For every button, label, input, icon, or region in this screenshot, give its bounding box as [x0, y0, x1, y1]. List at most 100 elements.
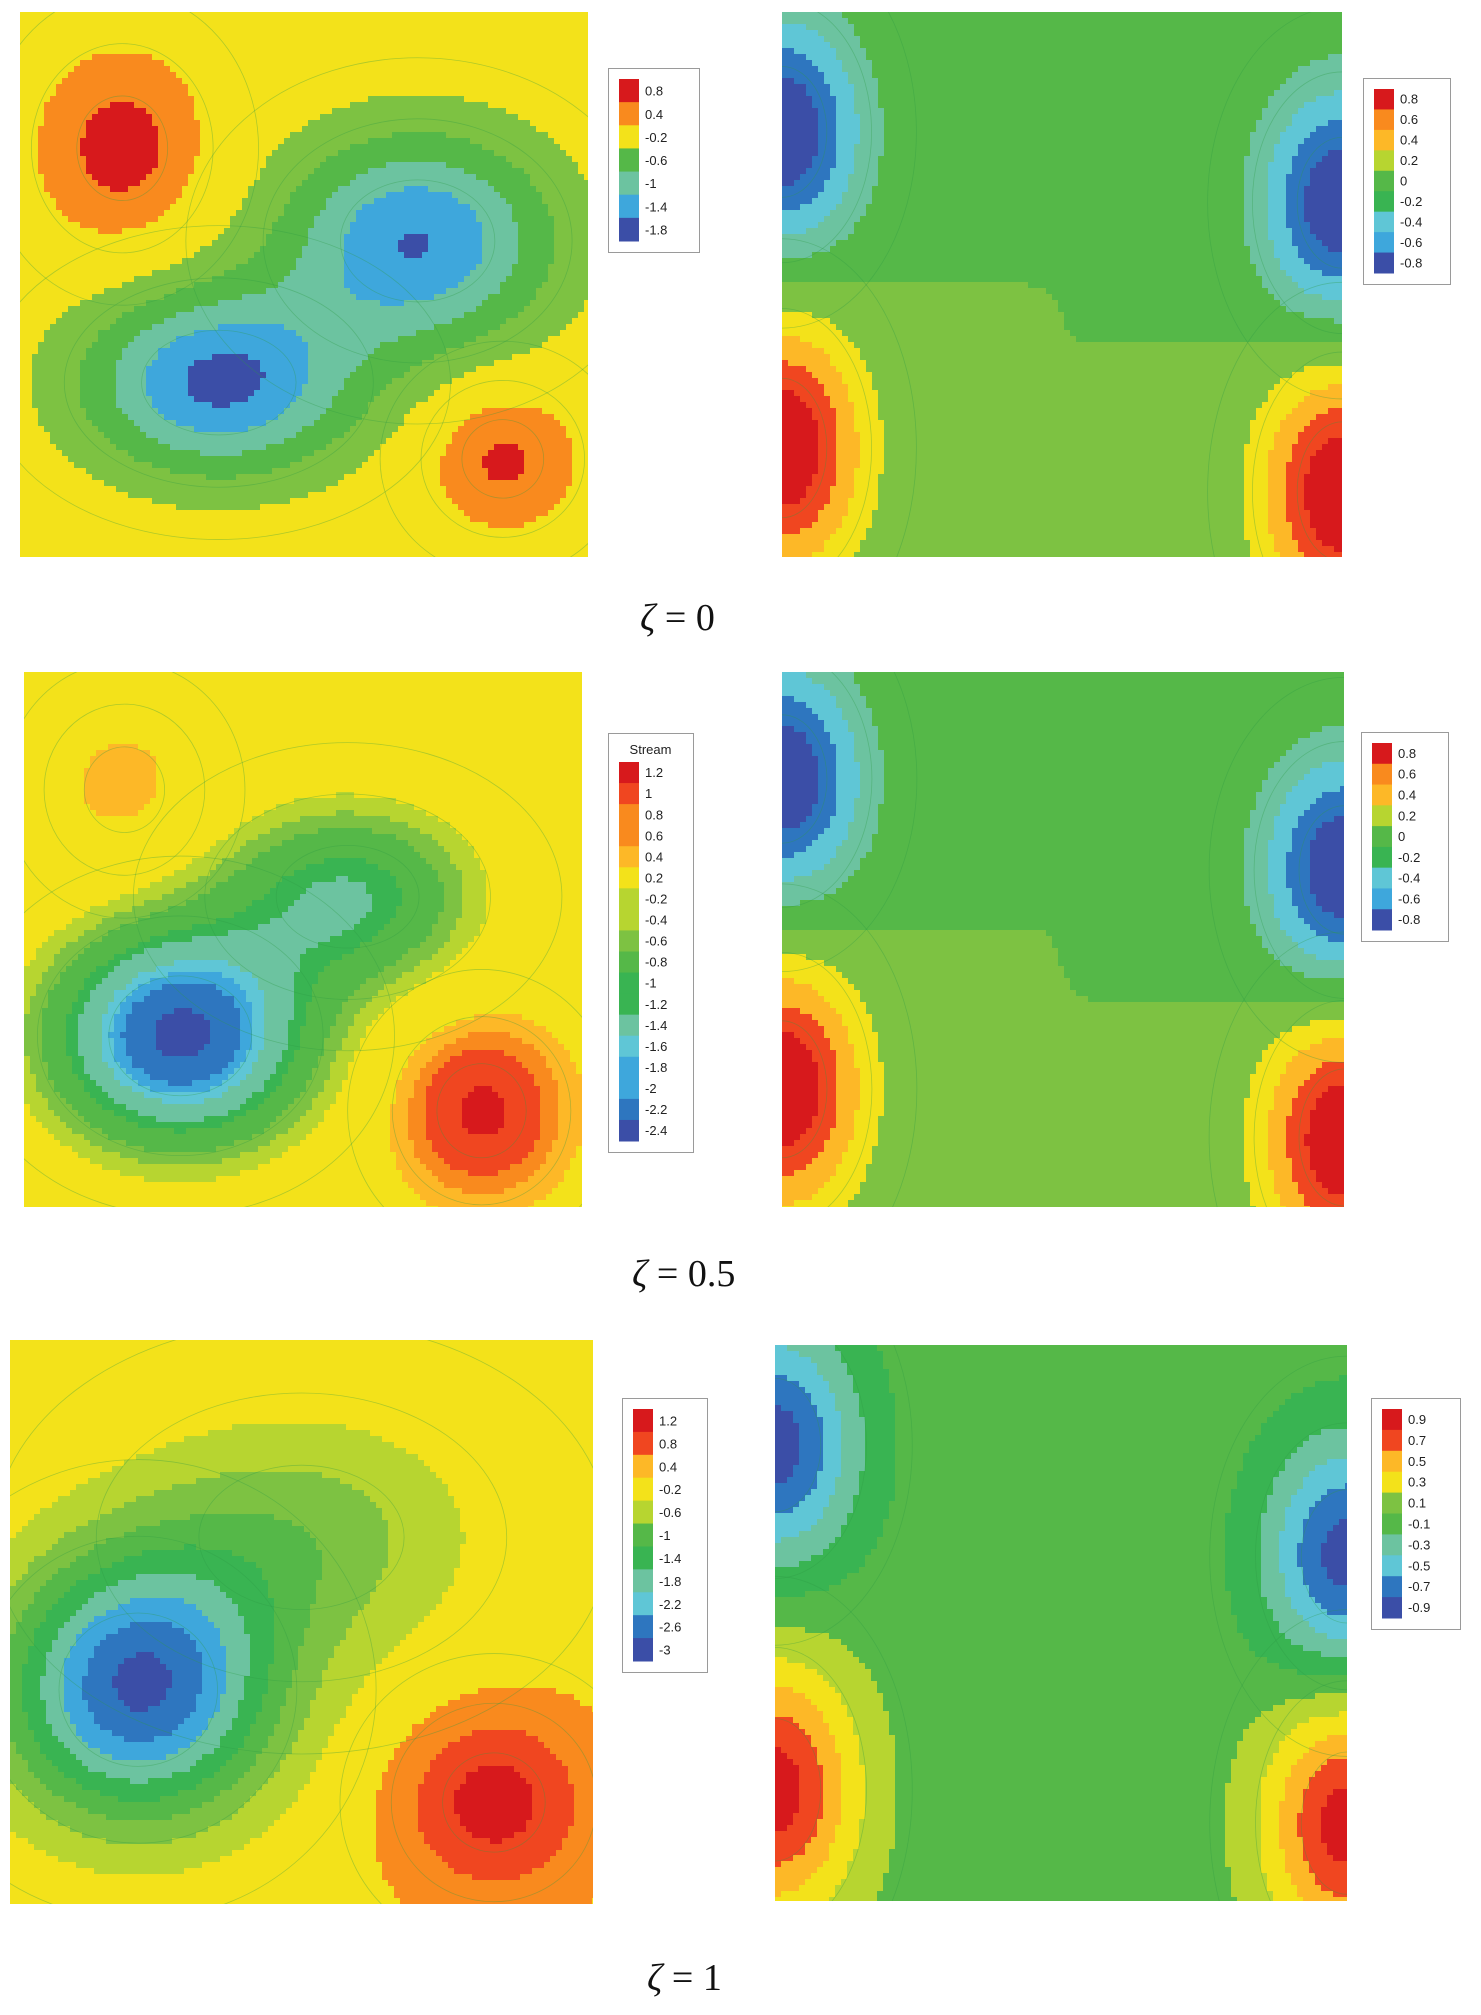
contour-cell: [416, 120, 423, 127]
contour-cell: [236, 270, 243, 277]
contour-cell: [68, 132, 75, 139]
contour-cell: [458, 36, 465, 43]
contour-cell: [248, 288, 255, 295]
contour-cell: [290, 234, 297, 241]
contour-cell: [128, 180, 135, 187]
contour-cell: [584, 60, 588, 67]
contour-cell: [68, 66, 75, 73]
contour-cell: [20, 270, 27, 277]
contour-cell: [548, 162, 555, 169]
contour-cell: [362, 288, 369, 295]
contour-cell: [212, 54, 219, 61]
contour-cell: [518, 306, 525, 313]
contour-cell: [260, 66, 267, 73]
contour-cell: [476, 168, 483, 175]
contour-cell: [470, 54, 477, 61]
contour-cell: [266, 144, 273, 151]
contour-cell: [434, 24, 441, 31]
contour-cell: [560, 36, 567, 43]
contour-cell: [362, 228, 369, 235]
contour-cell: [428, 156, 435, 163]
contour-cell: [20, 90, 27, 97]
contour-cell: [74, 102, 81, 109]
contour-cell: [584, 150, 588, 157]
contour-cell: [506, 42, 513, 49]
contour-cell: [404, 222, 411, 229]
contour-cell: [422, 72, 429, 79]
contour-cell: [470, 138, 477, 145]
contour-cell: [98, 306, 105, 313]
contour-cell: [176, 126, 183, 133]
contour-cell: [122, 312, 129, 319]
contour-cell: [440, 96, 447, 103]
contour-cell: [464, 240, 471, 247]
contour-cell: [38, 30, 45, 37]
contour-cell: [416, 108, 423, 115]
contour-cell: [356, 12, 363, 19]
contour-cell: [560, 132, 567, 139]
contour-cell: [194, 126, 201, 133]
contour-cell: [344, 150, 351, 157]
contour-cell: [326, 312, 333, 319]
contour-cell: [446, 288, 453, 295]
contour-cell: [224, 90, 231, 97]
contour-cell: [86, 222, 93, 229]
contour-cell: [512, 138, 519, 145]
contour-cell: [32, 126, 39, 133]
contour-cell: [476, 66, 483, 73]
contour-cell: [554, 162, 561, 169]
contour-cell: [236, 174, 243, 181]
contour-cell: [452, 198, 459, 205]
contour-cell: [218, 228, 225, 235]
contour-cell: [410, 18, 417, 25]
contour-cell: [482, 312, 489, 319]
contour-cell: [584, 156, 588, 163]
contour-cell: [416, 246, 423, 253]
contour-cell: [290, 264, 297, 271]
contour-cell: [464, 312, 471, 319]
contour-cell: [416, 294, 423, 301]
contour-cell: [290, 324, 297, 331]
contour-cell: [428, 258, 435, 265]
contour-cell: [224, 96, 231, 103]
contour-cell: [584, 84, 588, 91]
contour-cell: [512, 42, 519, 49]
contour-cell: [272, 156, 279, 163]
contour-cell: [248, 102, 255, 109]
contour-cell: [188, 42, 195, 49]
contour-cell: [404, 162, 411, 169]
contour-cell: [74, 216, 81, 223]
contour-cell: [362, 276, 369, 283]
contour-cell: [272, 276, 279, 283]
contour-cell: [266, 312, 273, 319]
contour-cell: [164, 294, 171, 301]
contour-cell: [410, 168, 417, 175]
contour-cell: [320, 150, 327, 157]
contour-cell: [170, 312, 177, 319]
contour-cell: [266, 240, 273, 247]
contour-cell: [44, 90, 51, 97]
contour-cell: [80, 210, 87, 217]
contour-cell: [80, 312, 87, 319]
contour-cell: [524, 258, 531, 265]
contour-cell: [422, 312, 429, 319]
contour-cell: [374, 240, 381, 247]
contour-cell: [518, 276, 525, 283]
contour-cell: [230, 270, 237, 277]
contour-cell: [44, 240, 51, 247]
contour-cell: [338, 282, 345, 289]
contour-cell: [248, 156, 255, 163]
contour-cell: [338, 48, 345, 55]
contour-cell: [434, 204, 441, 211]
contour-cell: [86, 78, 93, 85]
contour-cell: [512, 306, 519, 313]
contour-cell: [176, 102, 183, 109]
contour-cell: [116, 288, 123, 295]
contour-cell: [20, 312, 27, 319]
contour-cell: [140, 288, 147, 295]
contour-cell: [350, 222, 357, 229]
contour-cell: [260, 198, 267, 205]
contour-cell: [182, 216, 189, 223]
contour-cell: [74, 288, 81, 295]
contour-cell: [476, 198, 483, 205]
